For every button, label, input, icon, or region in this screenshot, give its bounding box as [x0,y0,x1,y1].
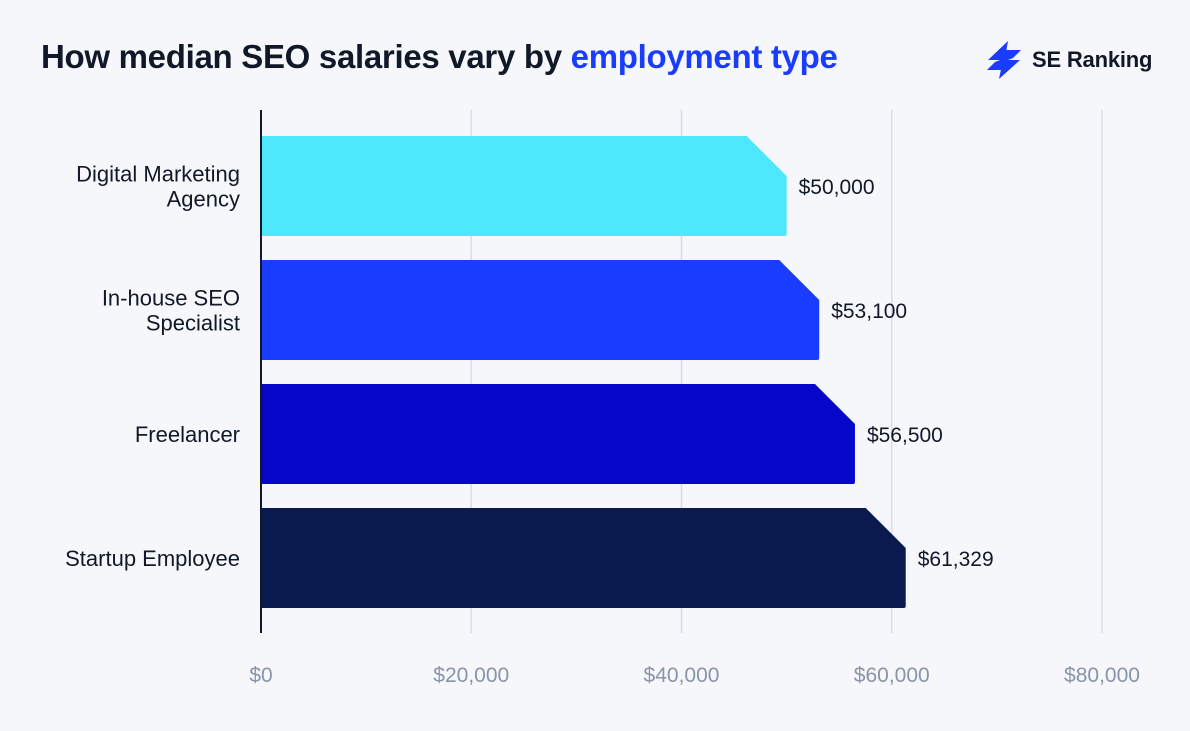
brand-logo: SE Ranking [986,40,1152,80]
category-label: Specialist [146,311,240,336]
chart-title: How median SEO salaries vary by employme… [41,38,838,76]
category-label: Agency [167,187,240,212]
bar-3 [261,508,906,608]
bar-0 [261,136,787,236]
x-tick-label: $40,000 [644,664,720,687]
x-tick-label: $20,000 [433,664,509,687]
category-label: Startup Employee [65,546,240,571]
bar-2 [261,384,855,484]
x-tick-label: $80,000 [1064,664,1140,687]
title-accent: employment type [570,38,838,75]
category-label: In-house SEO [102,286,240,311]
category-label: Freelancer [135,422,240,447]
brand-name: SE Ranking [1032,47,1153,72]
x-tick-label: $0 [249,664,272,687]
category-label: Digital Marketing [76,162,240,187]
value-label: $50,000 [799,176,875,199]
value-label: $53,100 [831,300,907,323]
lightning-icon [987,41,1021,79]
title-main: How median SEO salaries vary by [41,38,571,75]
bar-1 [261,260,820,360]
x-tick-label: $60,000 [854,664,930,687]
value-label: $56,500 [867,424,943,447]
value-label: $61,329 [918,548,994,571]
